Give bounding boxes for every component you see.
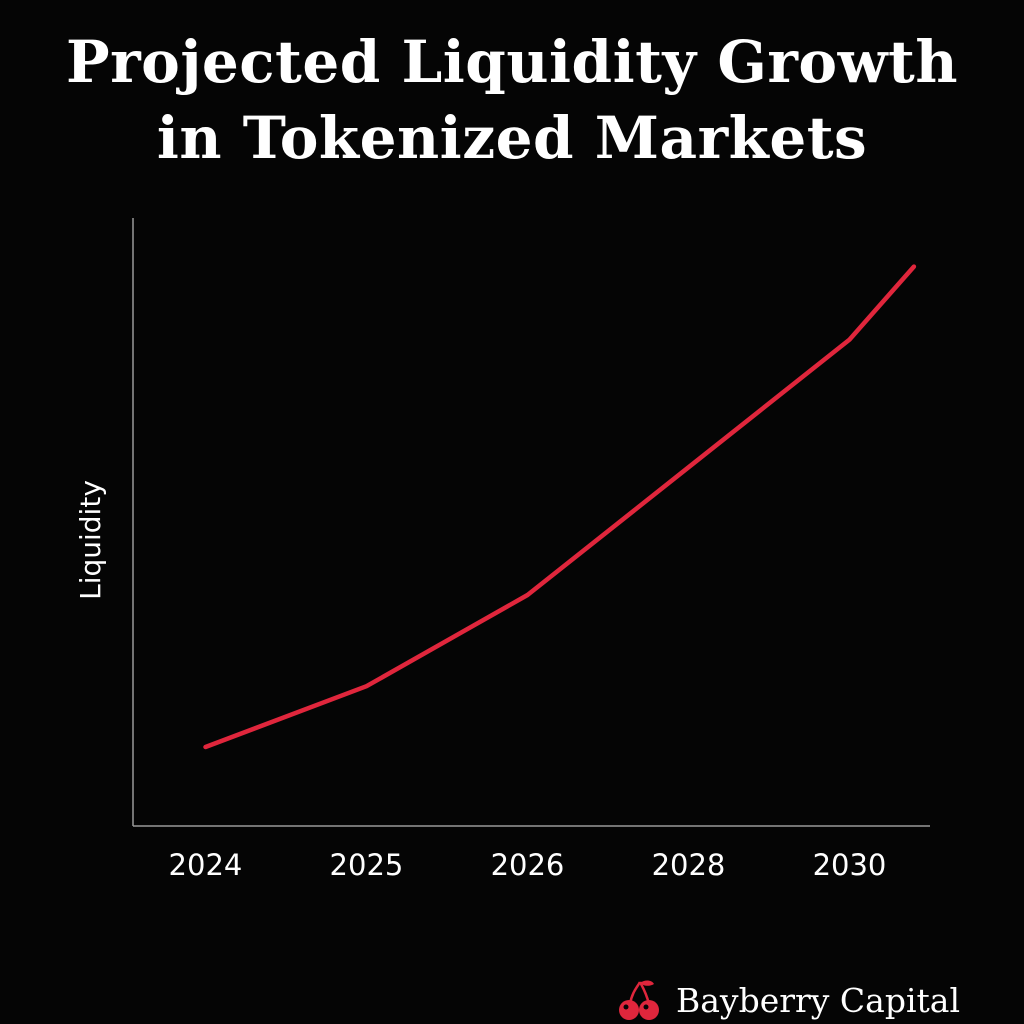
x-tick-label: 2025 [330,848,404,882]
chart-title: Projected Liquidity Growth in Tokenized … [0,24,1024,176]
brand: Bayberry Capital [616,976,960,1024]
x-tick-label: 2026 [491,848,565,882]
x-tick-label: 2028 [652,848,726,882]
y-axis-label: Liquidity [74,480,107,600]
cherry-icon [619,980,659,1020]
chart-title-line-1: Projected Liquidity Growth [65,28,958,96]
brand-name: Bayberry Capital [676,980,960,1020]
x-tick-label: 2024 [169,848,243,882]
chart-title-line-2: in Tokenized Markets [156,104,868,172]
series-line-liquidity [203,264,917,750]
x-tick-label: 2030 [813,848,887,882]
